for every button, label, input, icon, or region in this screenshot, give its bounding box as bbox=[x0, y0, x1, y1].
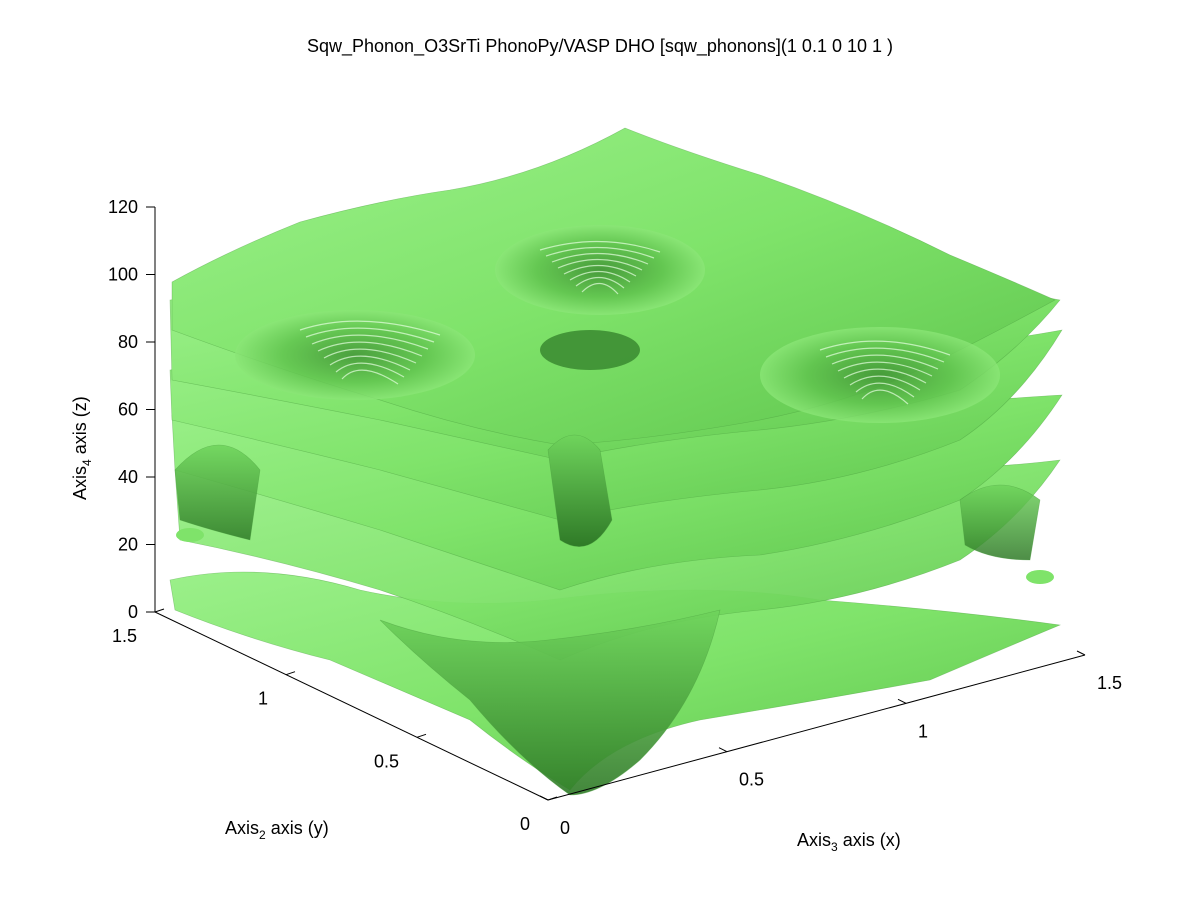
z-tick-label: 120 bbox=[108, 197, 138, 217]
surface-blob bbox=[176, 528, 204, 542]
surface-ripple bbox=[305, 327, 435, 343]
z-ticks: 0 20 40 60 80 100 120 bbox=[108, 197, 155, 622]
surface-ripple bbox=[575, 276, 625, 289]
surface-ripple bbox=[551, 252, 649, 265]
surface-ripple bbox=[539, 240, 661, 253]
y-tick-mark bbox=[154, 608, 165, 613]
axes: 0 20 40 60 80 100 120 0 0.5 1 1.5 0 0.5 1 1.5 bbox=[108, 197, 1122, 838]
y-tick-mark bbox=[416, 733, 427, 738]
surface-ripple bbox=[545, 246, 655, 259]
z-tick-label: 80 bbox=[118, 332, 138, 352]
x-tick-mark bbox=[1076, 650, 1086, 656]
x-axis-line bbox=[547, 654, 1086, 801]
x-tick-label: 0.5 bbox=[739, 770, 764, 790]
surface-ripple bbox=[825, 347, 945, 363]
surface-ripple bbox=[849, 375, 921, 391]
z-tick-label: 60 bbox=[118, 400, 138, 420]
y-tick-label: 1 bbox=[258, 689, 268, 709]
surface-blob bbox=[1026, 570, 1054, 584]
surface-bowl bbox=[235, 310, 475, 400]
surface-ripple bbox=[335, 362, 405, 378]
surface-ripple bbox=[557, 258, 643, 271]
surface-column bbox=[547, 434, 613, 547]
surface-ripple bbox=[569, 270, 631, 283]
z-tick-label: 20 bbox=[118, 535, 138, 555]
y-tick-mark bbox=[285, 671, 296, 676]
x-tick-mark bbox=[897, 698, 907, 704]
surface-ripple bbox=[299, 320, 441, 336]
surface-cone bbox=[379, 609, 721, 796]
y-ticks: 0 0.5 1 1.5 bbox=[112, 608, 558, 834]
chart-title: Sqw_Phonon_O3SrTi PhonoPy/VASP DHO [sqw_… bbox=[306, 36, 893, 56]
surface-bowl bbox=[495, 225, 705, 315]
y-tick-label: 0.5 bbox=[374, 751, 399, 771]
isosurface bbox=[169, 127, 1063, 796]
surface-ripple bbox=[341, 369, 399, 385]
x-tick-mark bbox=[718, 747, 728, 753]
surface-edge bbox=[174, 444, 261, 541]
surface-ripple bbox=[831, 354, 939, 370]
surface-ripple bbox=[311, 334, 429, 350]
surface-bowl bbox=[760, 327, 1000, 423]
x-axis-label: Axis3 axis (x) bbox=[797, 830, 901, 854]
y-axis-line bbox=[154, 611, 549, 801]
surface-ripple bbox=[323, 348, 417, 364]
surface-ripple bbox=[329, 355, 411, 371]
surface-edge bbox=[959, 484, 1041, 561]
x-tick-label: 1.5 bbox=[1097, 673, 1122, 693]
y-tick-label: 0 bbox=[520, 814, 530, 834]
z-tick-label: 100 bbox=[108, 265, 138, 285]
x-ticks: 0 0.5 1 1.5 bbox=[539, 650, 1122, 838]
surface-ripple bbox=[837, 361, 933, 377]
y-tick-label: 1.5 bbox=[112, 626, 137, 646]
surface-ripple bbox=[317, 341, 423, 357]
y-axis-label: Axis2 axis (y) bbox=[225, 818, 329, 842]
x-tick-mark bbox=[539, 795, 549, 801]
x-tick-label: 0 bbox=[560, 818, 570, 838]
z-tick-label: 0 bbox=[128, 602, 138, 622]
z-tick-label: 40 bbox=[118, 467, 138, 487]
surface-ripple bbox=[843, 368, 927, 384]
surface-ripple bbox=[581, 282, 619, 295]
surface-ripple bbox=[563, 264, 637, 277]
y-tick-mark bbox=[547, 796, 558, 801]
surface-ripple bbox=[861, 389, 909, 405]
surface-ripple bbox=[819, 340, 951, 356]
surface-hole bbox=[540, 330, 640, 370]
z-axis-label: Axis4 axis (z) bbox=[70, 396, 94, 500]
surface-ripple bbox=[855, 382, 915, 398]
x-tick-label: 1 bbox=[918, 721, 928, 741]
